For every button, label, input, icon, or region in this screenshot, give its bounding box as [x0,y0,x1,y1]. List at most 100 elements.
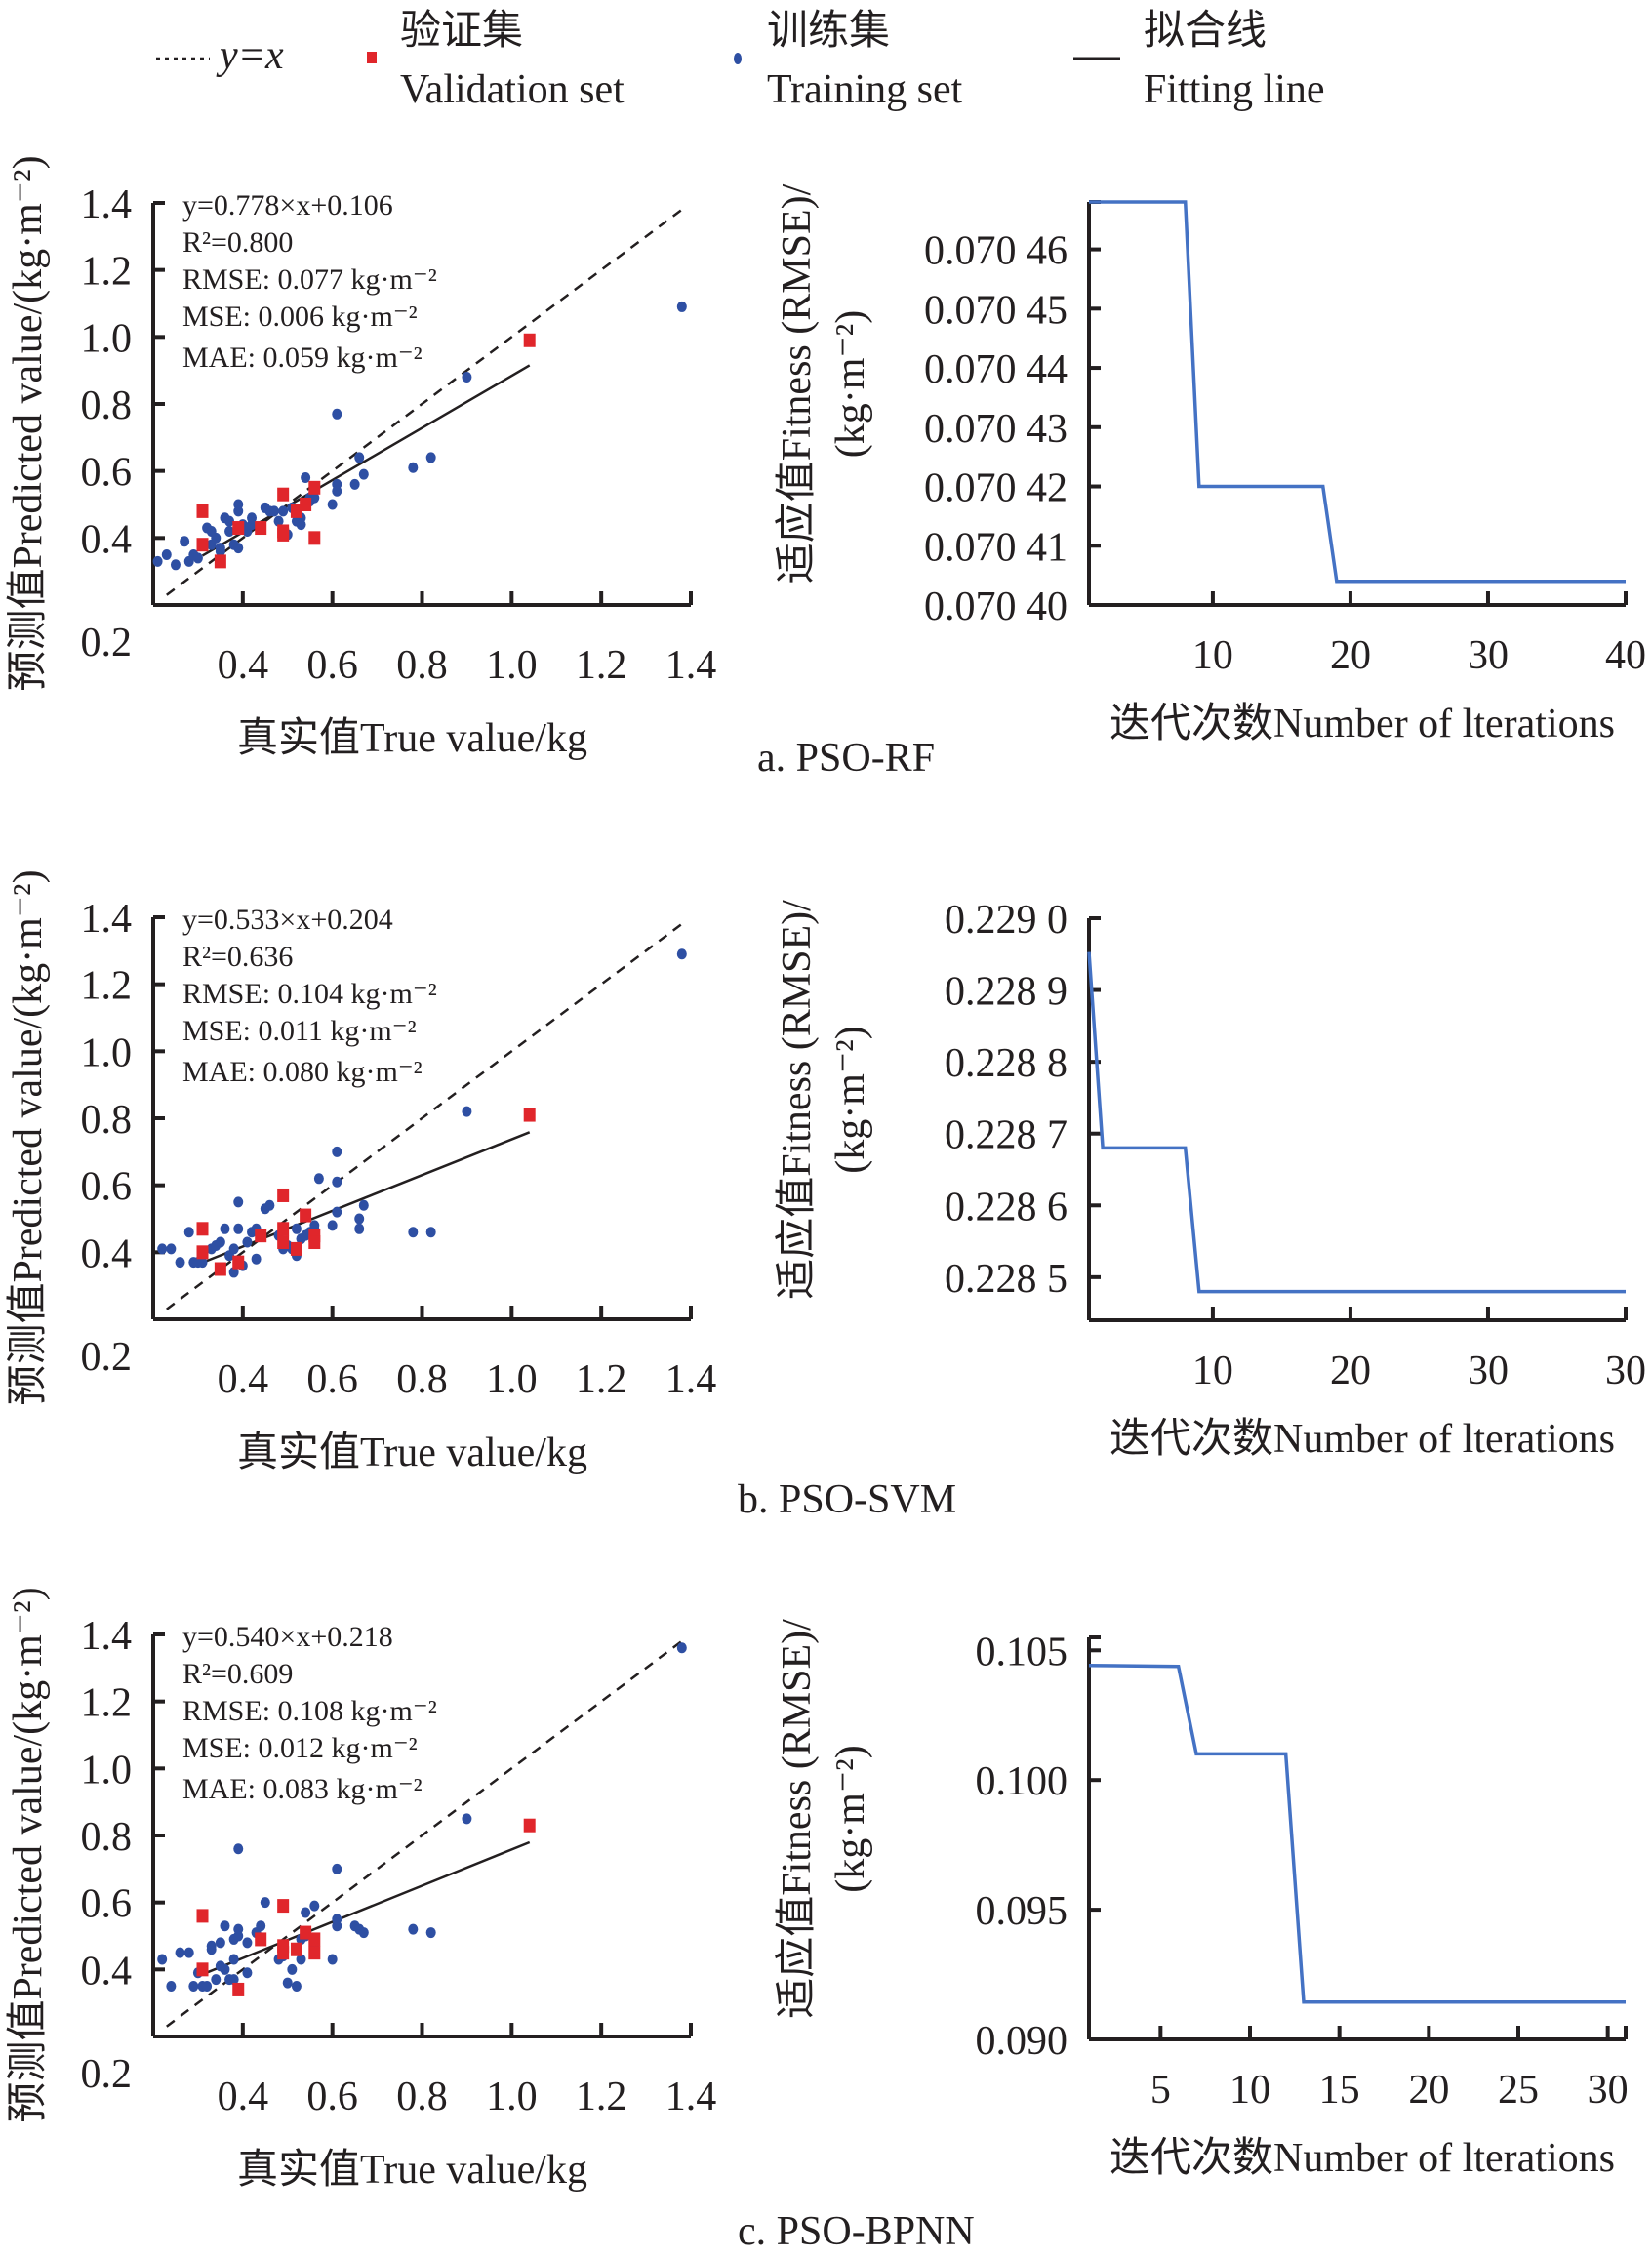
y-tick-label: 1.2 [81,250,133,295]
training-point [332,485,342,497]
x-axis-title: 真实值True value/kg [237,715,587,761]
x-tick-label: 30 [1588,2068,1629,2113]
metric-annotation: R²=0.800 [182,226,293,259]
metric-annotation: MAE: 0.080 kg·m⁻² [182,1056,423,1088]
training-point [228,1243,239,1255]
y-tick-label: 0.228 6 [945,1185,1068,1229]
validation-point [523,333,536,347]
x-tick-label: 1.2 [576,1357,627,1402]
training-point [332,408,342,420]
y-tick-label: 0.228 5 [945,1257,1068,1302]
training-point [175,1947,185,1958]
x-tick-label: 0.4 [218,643,269,688]
y-tick-label: 0.070 44 [924,347,1068,392]
y-axis-unit: (kg·m⁻²) [828,310,873,458]
training-point [278,505,289,517]
training-point [228,1267,239,1278]
metric-annotation: y=0.778×x+0.106 [182,189,393,222]
training-point [202,1981,213,1992]
legend-validation-marker-icon [367,52,377,63]
training-point [228,1954,239,1965]
training-point [233,543,244,554]
metric-annotation: y=0.533×x+0.204 [182,904,393,936]
training-point [327,1220,338,1231]
validation-point [277,1946,290,1960]
scatter-plot-a: 0.2 0.4 0.6 0.8 1.0 1.2 1.4 0.4 0.6 0.8 1.0 1.2 1.4 真… [6,155,716,761]
training-point [233,505,244,517]
training-point [332,1914,342,1925]
validation-point [277,1188,290,1202]
training-point [408,1923,419,1935]
y-tick-label: 1.2 [81,964,133,1009]
metric-annotation: y=0.540×x+0.218 [182,1621,393,1653]
x-axis-title: 真实值True value/kg [237,2147,587,2193]
x-tick-label: 0.8 [396,2075,448,2119]
training-point [220,1963,230,1975]
validation-point [308,531,321,545]
y-tick-label: 0.229 0 [945,898,1068,943]
validation-point [196,1245,209,1260]
x-tick-label: 30 [1605,1349,1646,1393]
training-point [211,1974,222,1986]
training-point [287,1963,298,1975]
training-point [327,1954,338,1965]
x-tick-label: 1.2 [576,2075,627,2119]
validation-point [214,1262,226,1276]
y-tick-label: 1.0 [81,1030,133,1075]
training-point [206,1940,217,1952]
training-point [301,472,311,484]
x-tick-label: 40 [1605,633,1646,678]
y-tick-label: 0.070 43 [924,407,1068,452]
training-point [354,452,365,463]
y-tick-label: 0.2 [81,621,133,665]
training-point [220,1920,230,1932]
x-tick-label: 1.4 [665,643,717,688]
y-axis-title: 预测值Predicted value/(kg·m⁻²) [6,155,51,691]
training-point [256,1920,266,1932]
y-tick-label: 0.070 45 [924,288,1068,333]
training-point [301,1907,311,1918]
validation-point [290,1241,302,1256]
y-tick-label: 0.8 [81,1815,133,1860]
y-tick-label: 0.090 [976,2019,1068,2064]
training-point [197,1257,208,1269]
metric-annotation: R²=0.609 [182,1658,293,1690]
x-tick-label: 1.0 [486,2075,538,2119]
y-tick-label: 0.4 [81,1231,133,1276]
training-point [676,1642,687,1654]
training-point [282,1977,293,1989]
metric-annotation: RMSE: 0.108 kg·m⁻² [182,1695,437,1727]
legend-validation-label-cn: 验证集 [400,8,523,54]
training-point [157,1954,168,1965]
scatter-plot-c: 0.2 0.4 0.6 0.8 1.0 1.2 1.4 0.4 0.6 0.8 1.0 1.2 1.4 真… [6,1587,716,2193]
training-point [354,1213,365,1225]
y-tick-label: 1.4 [81,897,133,942]
validation-point [300,1925,312,1940]
y-tick-label: 1.0 [81,316,133,361]
training-point [192,552,203,564]
training-point [211,532,222,544]
caption-panel-b: b. PSO-SVM [738,1477,956,1522]
validation-point [277,527,290,542]
training-point [166,1981,177,1992]
identity-line [166,205,688,596]
training-point [242,1937,253,1949]
training-point [220,1223,230,1234]
training-point [309,1900,320,1912]
training-point [358,1927,369,1939]
x-tick-label: 30 [1468,633,1509,678]
legend-training-marker-icon [734,53,742,64]
legend-fit-label-en: Fitting line [1144,67,1325,112]
training-point [462,372,472,383]
training-point [188,1981,199,1992]
y-tick-label: 0.228 7 [945,1113,1068,1158]
y-tick-label: 0.095 [976,1889,1068,1934]
validation-point [232,1982,245,1996]
training-point [408,462,419,473]
x-tick-label: 1.2 [576,643,627,688]
training-point [183,1947,194,1958]
x-tick-label: 10 [1229,2068,1270,2113]
training-point [260,1897,270,1909]
y-tick-label: 0.105 [976,1630,1068,1674]
training-point [332,1176,342,1188]
